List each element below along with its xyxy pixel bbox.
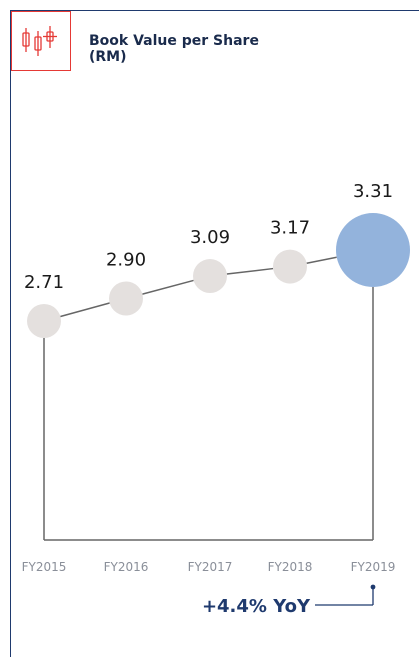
connector-line: [142, 279, 194, 295]
connector-line: [226, 267, 274, 275]
data-label: 3.09: [190, 227, 230, 248]
data-point: [193, 259, 227, 294]
candlestick-chart-icon: [11, 11, 71, 71]
x-tick-label: FY2017: [188, 560, 233, 574]
chart-title: Book Value per Share (RM): [89, 33, 289, 65]
data-label: 2.71: [24, 272, 64, 293]
data-label: 2.90: [106, 250, 146, 271]
x-tick-label: FY2018: [268, 560, 313, 574]
data-point: [273, 249, 307, 284]
chart-title-line-1: Book Value per Share: [89, 33, 259, 49]
highlight-point: [336, 213, 410, 287]
frame-top-border: [10, 10, 419, 11]
x-tick-label: FY2015: [22, 560, 67, 574]
chart-title-line-2: (RM): [89, 49, 127, 65]
connector-line: [306, 256, 337, 264]
data-label: 3.17: [270, 218, 310, 239]
connector-line: [60, 302, 110, 318]
x-tick-label: FY2016: [104, 560, 149, 574]
data-point: [27, 304, 61, 338]
data-label: 3.31: [353, 181, 393, 202]
x-tick-label: FY2019: [351, 560, 396, 574]
yoy-annotation: +4.4% YoY: [202, 596, 311, 617]
candlestick-chart-icon-graphic: [22, 26, 57, 56]
data-point: [109, 281, 143, 316]
frame-left-border: [10, 10, 11, 657]
